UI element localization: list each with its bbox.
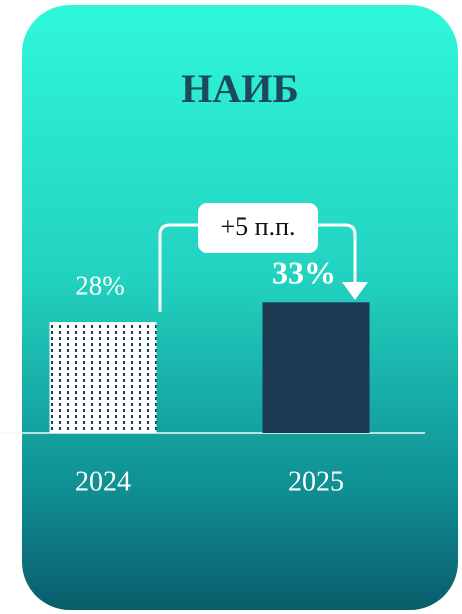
chart-title: НАИБ — [181, 66, 299, 111]
change-arrow — [342, 282, 368, 300]
bar — [49, 322, 157, 433]
x-tick-label: 2025 — [288, 466, 344, 497]
x-tick-label: 2024 — [75, 466, 131, 497]
card — [22, 5, 458, 610]
annotation: +5 п.п. — [221, 212, 296, 241]
bar — [262, 302, 370, 433]
value-label: 33% — [272, 255, 336, 291]
value-label: 28% — [75, 270, 125, 300]
annotation-box — [198, 203, 318, 253]
